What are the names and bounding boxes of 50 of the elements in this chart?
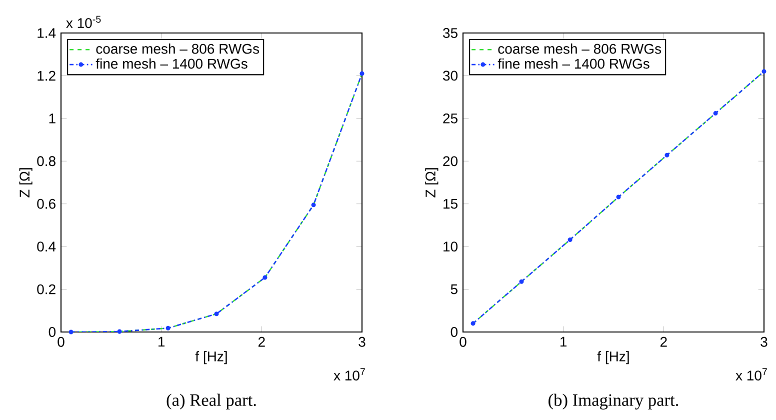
y-tick-label: 30 (443, 70, 458, 81)
x-tick-label: 1 (158, 336, 165, 347)
legend-label: fine mesh – 1400 RWGs (498, 58, 650, 69)
legend-label: coarse mesh – 806 RWGs (96, 44, 260, 54)
text: x 10$^{-5}$ (66, 16, 101, 28)
point (519, 279, 524, 284)
y-tick-label: 1.2 (38, 70, 56, 81)
point (616, 194, 621, 200)
y-axis-title: Z [Ω] (425, 168, 438, 198)
point (117, 329, 122, 334)
x-tick-label: 3 (760, 336, 768, 347)
x-tick-label: 3 (358, 336, 366, 347)
y-tick-label: 1 (49, 114, 56, 124)
x-tick-label: 2 (258, 336, 265, 347)
legend-label: coarse mesh – 806 RWGs (498, 44, 662, 54)
y-tick-label: 20 (443, 156, 458, 166)
legend-label: fine mesh – 1400 RWGs (96, 58, 248, 69)
point (713, 111, 718, 116)
y-axis-title: Z [Ω] (19, 168, 32, 198)
y-tick-label: 0.6 (37, 198, 56, 209)
y-tick-label: 10 (444, 242, 458, 252)
point (68, 330, 74, 334)
point (262, 275, 268, 280)
text: x 10$^{7}$ (334, 368, 365, 380)
y-tick-label: 0.2 (37, 284, 56, 294)
y-tick-label: 15 (444, 198, 458, 209)
x-axis-title: f [Hz] (597, 351, 629, 364)
point (311, 202, 316, 208)
x-tick-label: 2 (660, 336, 667, 347)
x-axis-title: f [Hz] (195, 351, 227, 364)
point (360, 71, 364, 76)
x-tick-label: 1 (560, 336, 567, 347)
y-tick-label: 5 (450, 284, 458, 294)
y-tick-label: 0 (450, 327, 458, 337)
point (568, 237, 572, 242)
point (214, 312, 219, 316)
x-tick-label: 0 (460, 336, 466, 347)
y-tick-label: 0 (48, 327, 56, 337)
point (166, 326, 170, 330)
point (470, 321, 476, 326)
y-tick-label: 25 (443, 113, 458, 124)
text: (b) Imaginary part. (548, 394, 678, 410)
text: x 10$^{7}$ (736, 368, 767, 380)
point (664, 152, 670, 158)
text: (a) Real part. (166, 394, 256, 410)
y-tick-label: 0.8 (37, 156, 56, 166)
x-tick-label: 0 (58, 336, 64, 347)
y-tick-label: 1.4 (38, 28, 56, 38)
y-tick-label: 0.4 (37, 242, 56, 252)
y-tick-label: 35 (443, 28, 458, 38)
